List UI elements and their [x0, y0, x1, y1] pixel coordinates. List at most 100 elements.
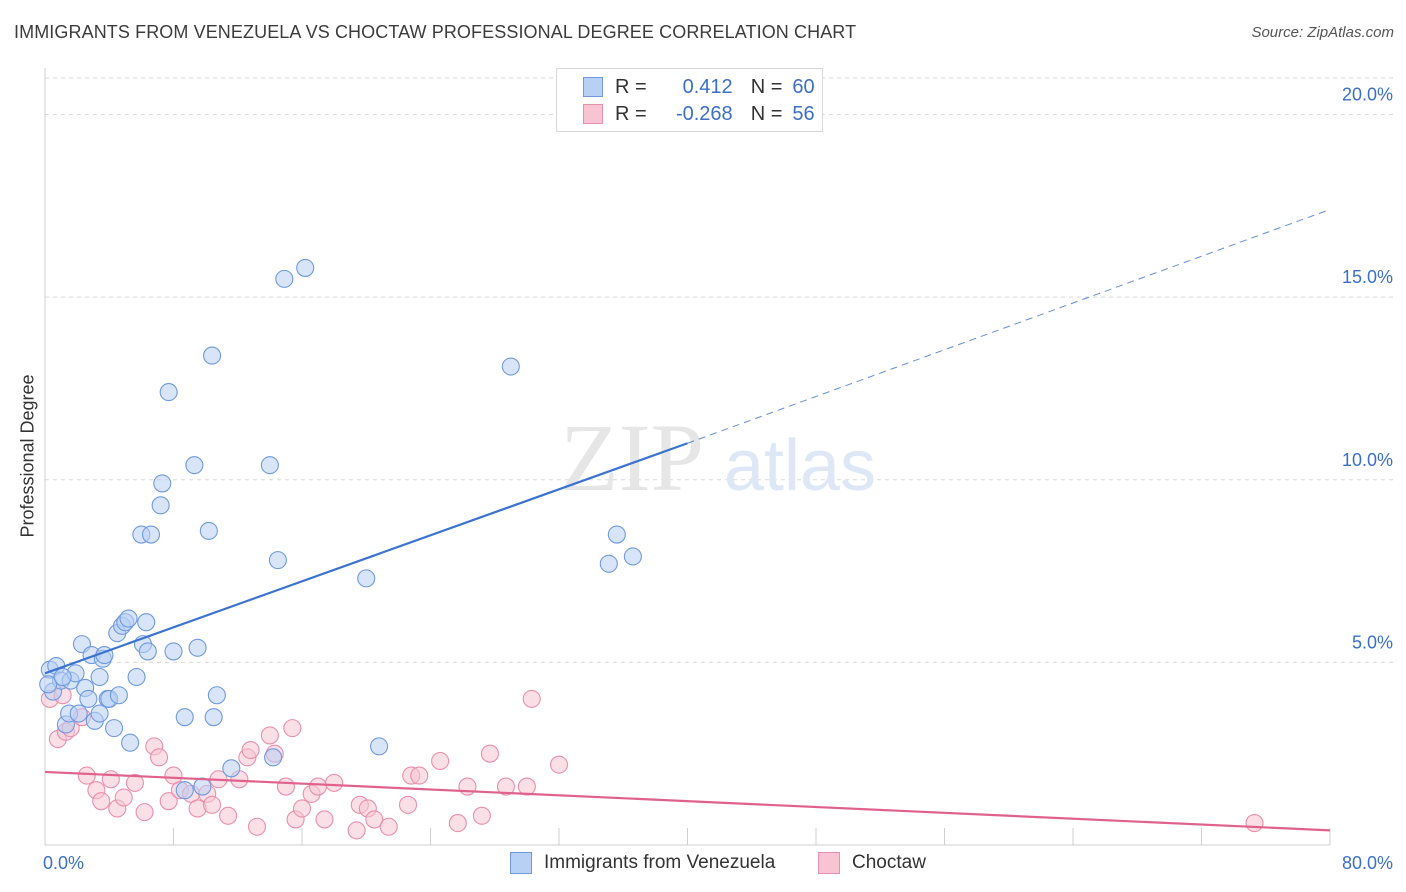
- legend-n-value: 60: [792, 75, 815, 98]
- choctaw-point: [309, 777, 328, 796]
- choctaw-point: [325, 773, 344, 792]
- venezuela-point: [119, 609, 138, 628]
- venezuela-point: [188, 638, 207, 657]
- choctaw-point: [159, 792, 178, 811]
- venezuela-point: [138, 642, 157, 661]
- venezuela-point: [207, 686, 226, 705]
- venezuela-point: [90, 704, 109, 723]
- trend-lines: [44, 209, 1331, 832]
- venezuela-point: [268, 551, 287, 570]
- venezuela-point: [53, 667, 72, 687]
- choctaw-point: [125, 773, 144, 792]
- choctaw-point: [101, 770, 120, 789]
- choctaw-point: [410, 766, 429, 785]
- choctaw-point: [365, 810, 384, 829]
- venezuela-point: [599, 554, 618, 573]
- venezuela-point: [105, 719, 124, 738]
- source-label: Source: ZipAtlas.com: [1251, 24, 1394, 41]
- choctaw-point: [480, 744, 499, 763]
- y-tick-label: 5.0%: [1352, 632, 1393, 652]
- choctaw-point: [203, 795, 222, 814]
- choctaw-point: [149, 748, 169, 767]
- correlation-legend: R = 0.412 N = 60 R = -0.268 N = 56: [556, 68, 823, 132]
- choctaw-point: [283, 719, 302, 738]
- legend-label-choctaw: Choctaw: [852, 852, 926, 873]
- venezuela-point: [39, 675, 58, 694]
- legend-swatch-choctaw: [583, 104, 603, 124]
- venezuela-point: [357, 569, 376, 588]
- venezuela-point: [275, 269, 294, 288]
- venezuela-point: [175, 708, 194, 727]
- legend-label-venezuela: Immigrants from Venezuela: [544, 852, 776, 873]
- legend-row-venezuela: R = 0.412 N = 60: [583, 74, 815, 100]
- venezuela-point: [623, 547, 642, 566]
- venezuela-point: [501, 357, 520, 376]
- venezuela-point: [90, 667, 109, 687]
- venezuela-point: [121, 733, 140, 752]
- legend-r-value: 0.412: [682, 75, 733, 98]
- choctaw-point: [241, 740, 260, 760]
- venezuela-point: [260, 456, 279, 475]
- venezuela-point: [151, 496, 170, 515]
- choctaw-point: [517, 777, 536, 796]
- venezuela-point: [185, 456, 204, 475]
- choctaw-trend-line: [44, 770, 1331, 832]
- choctaw-point: [398, 795, 418, 814]
- venezuela-point: [607, 525, 626, 544]
- legend-item-venezuela[interactable]: Immigrants from Venezuela: [510, 852, 775, 874]
- venezuela-trend-line: [44, 442, 688, 675]
- choctaw-point: [431, 751, 450, 771]
- watermark-zip: ZIP: [560, 404, 704, 511]
- y-tick-label: 10.0%: [1342, 450, 1393, 470]
- venezuela-point: [204, 708, 223, 727]
- choctaw-point: [315, 810, 334, 829]
- legend-item-choctaw[interactable]: Choctaw: [818, 852, 926, 874]
- tick-labels: 5.0% 10.0% 15.0% 20.0% 0.0% 80.0%: [43, 85, 1393, 873]
- legend-n-label: N =: [750, 75, 783, 98]
- choctaw-point: [379, 817, 398, 836]
- choctaw-point: [276, 777, 295, 796]
- venezuela-point: [164, 642, 183, 661]
- choctaw-point: [522, 689, 541, 708]
- venezuela-point: [296, 258, 315, 277]
- venezuela-point: [264, 748, 283, 767]
- venezuela-point: [199, 521, 218, 540]
- chart-title: IMMIGRANTS FROM VENEZUELA VS CHOCTAW PRO…: [14, 22, 857, 42]
- choctaw-point: [77, 766, 96, 785]
- venezuela-point: [79, 689, 98, 708]
- choctaw-point: [472, 806, 491, 825]
- legend-n-label: N =: [750, 102, 783, 125]
- choctaw-point: [292, 799, 312, 818]
- legend-row-choctaw: R = -0.268 N = 56: [583, 101, 815, 127]
- venezuela-point: [69, 704, 88, 723]
- venezuela-trend-extension: [687, 209, 1331, 444]
- venezuela-point: [159, 383, 178, 402]
- choctaw-point: [549, 755, 569, 774]
- legend-n-value: 56: [792, 102, 815, 125]
- series-legend: Immigrants from Venezuela Choctaw: [0, 850, 1406, 878]
- watermark: ZIP atlas: [560, 404, 876, 511]
- x-tick-label: 0.0%: [43, 853, 84, 873]
- venezuela-point: [141, 525, 161, 544]
- venezuela-point: [203, 346, 222, 365]
- choctaw-point: [347, 821, 366, 840]
- choctaw-point: [496, 777, 516, 796]
- venezuela-point: [109, 686, 128, 705]
- y-tick-label: 20.0%: [1342, 85, 1393, 105]
- venezuela-points: [39, 258, 642, 800]
- legend-r-label: R =: [615, 102, 647, 125]
- legend-swatch-venezuela: [583, 77, 603, 97]
- legend-r-label: R =: [615, 75, 647, 98]
- venezuela-point: [127, 667, 146, 687]
- choctaw-point: [260, 726, 279, 745]
- legend-r-value: -0.268: [675, 102, 733, 125]
- gridlines: [45, 77, 1395, 663]
- choctaw-point: [92, 792, 111, 811]
- legend-swatch-venezuela: [510, 852, 532, 874]
- choctaw-point: [448, 814, 467, 833]
- venezuela-point: [137, 613, 156, 632]
- venezuela-point: [370, 737, 389, 756]
- venezuela-point: [222, 759, 241, 778]
- choctaw-point: [1245, 814, 1264, 833]
